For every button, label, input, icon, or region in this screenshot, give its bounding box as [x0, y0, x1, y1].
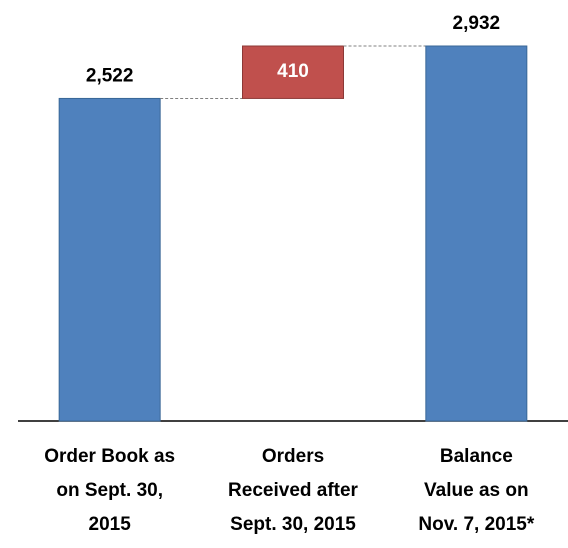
- bar: [425, 45, 528, 422]
- value-label: 2,932: [453, 13, 501, 34]
- bar: [242, 45, 344, 99]
- x-tick-label: Balance Value as on Nov. 7, 2015*: [418, 446, 534, 535]
- bar: [58, 97, 161, 422]
- x-tick-label: Order Book as on Sept. 30, 2015: [44, 446, 175, 535]
- x-tick-label: Orders Received after Sept. 30, 2015: [228, 446, 359, 535]
- value-label: 2,522: [86, 65, 134, 86]
- value-label: 410: [277, 61, 309, 82]
